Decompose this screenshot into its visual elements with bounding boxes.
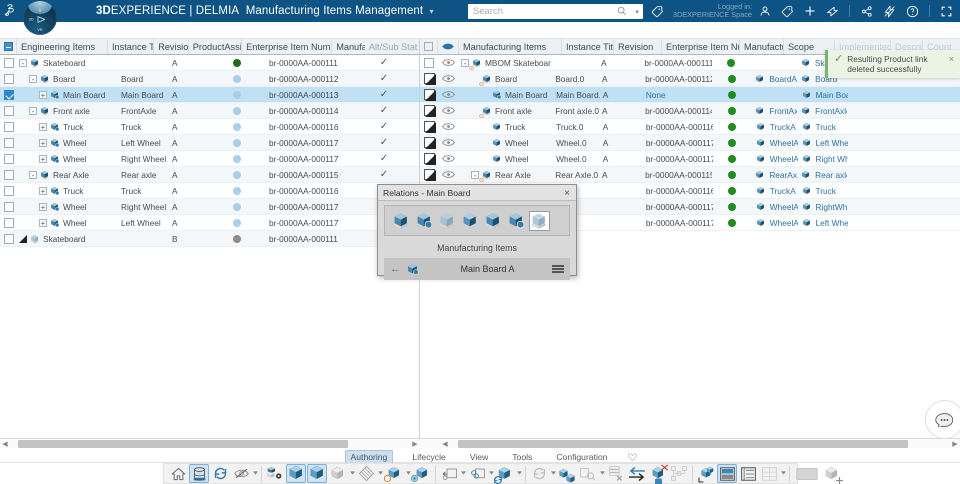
svg-text://: // [39,8,42,13]
svg-text:3D: 3D [29,17,34,21]
svg-text:VR: VR [37,28,42,32]
